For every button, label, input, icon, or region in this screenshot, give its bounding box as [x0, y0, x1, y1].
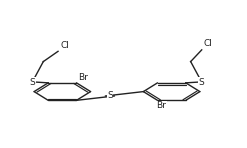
Text: Br: Br [156, 101, 166, 110]
Text: Br: Br [79, 73, 88, 82]
Text: Cl: Cl [60, 41, 69, 50]
Text: S: S [107, 91, 113, 100]
Text: S: S [29, 78, 35, 87]
Text: Cl: Cl [204, 39, 213, 48]
Text: S: S [199, 78, 205, 87]
